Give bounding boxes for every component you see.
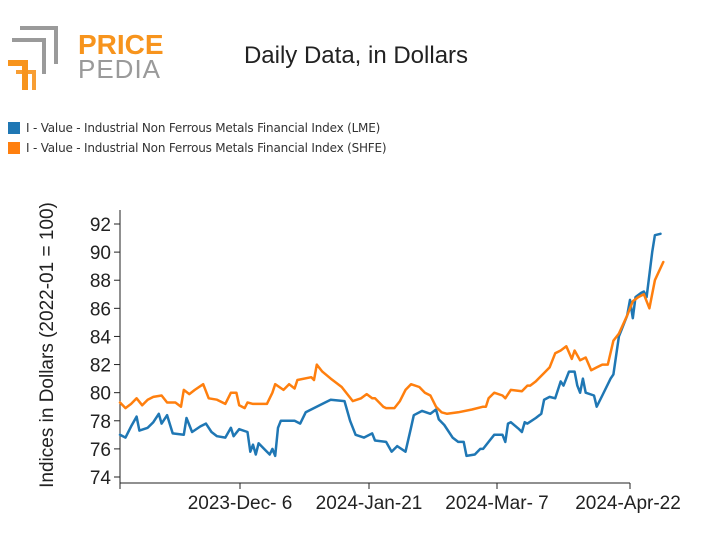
y-tick-label: 74 (90, 468, 112, 489)
x-tick-label: 2024-Jan-21 (316, 493, 423, 514)
x-tick-label: 2023-Dec- 6 (188, 493, 293, 514)
legend-item-shfe[interactable]: I - Value - Industrial Non Ferrous Metal… (8, 138, 387, 158)
y-axis: 74 76 78 80 82 84 86 88 90 92 (90, 210, 121, 489)
legend-swatch-shfe (8, 142, 20, 154)
legend-label-lme: I - Value - Industrial Non Ferrous Metal… (26, 121, 381, 135)
series-line-lme (118, 232, 662, 458)
logo-word-price: PRICE (78, 29, 164, 60)
chart-legend: I - Value - Industrial Non Ferrous Metal… (8, 118, 387, 158)
pricepedia-logo: PRICE PEDIA (8, 26, 164, 90)
legend-item-lme[interactable]: I - Value - Industrial Non Ferrous Metal… (8, 118, 386, 138)
y-tick-label: 88 (90, 271, 111, 292)
logo-word-pedia: PEDIA (78, 54, 161, 84)
logo-mark-icon (8, 26, 58, 90)
x-tick-label: 2024-Mar- 7 (445, 493, 549, 514)
y-tick-label: 76 (90, 440, 111, 461)
x-axis: 2023-Dec- 6 2024-Jan-21 2024-Mar- 7 2024-Ap… (119, 482, 681, 514)
chart-title-text: Daily Data, in Dollars (243, 42, 469, 69)
y-tick-label: 86 (90, 299, 111, 320)
series-layer (118, 232, 665, 458)
y-tick-label: 80 (90, 384, 111, 405)
series-line-shfe (118, 260, 665, 416)
x-tick-label: 2024-Apr-22 (575, 493, 681, 514)
chart-title: Daily Data, in Dollars (0, 42, 712, 70)
y-tick-label: 84 (90, 327, 112, 348)
y-tick-label: 90 (90, 243, 111, 264)
legend-label-shfe: I - Value - Industrial Non Ferrous Metal… (26, 141, 387, 155)
y-axis-label: Indices in Dollars (2022-01 = 100) (37, 202, 58, 488)
legend-swatch-lme (8, 122, 20, 134)
y-tick-label: 82 (90, 356, 111, 377)
y-tick-label: 78 (90, 412, 111, 433)
y-tick-label: 92 (90, 215, 111, 236)
